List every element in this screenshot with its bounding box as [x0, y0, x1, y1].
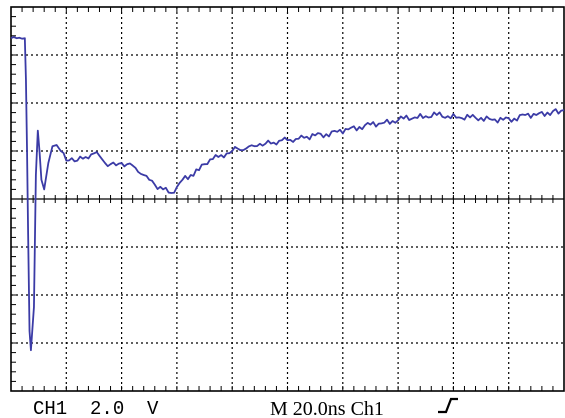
- trace-ch1-series-0: [10, 36, 565, 352]
- timebase-readout: M 20.0ns Ch1: [270, 398, 384, 418]
- trace-layer: [10, 36, 565, 352]
- channel-readout: CH1 2.0 V: [33, 398, 159, 418]
- rising-edge-trigger-icon: [438, 397, 458, 414]
- plot-frame: [10, 6, 565, 392]
- graticule-ticks: [11, 7, 554, 391]
